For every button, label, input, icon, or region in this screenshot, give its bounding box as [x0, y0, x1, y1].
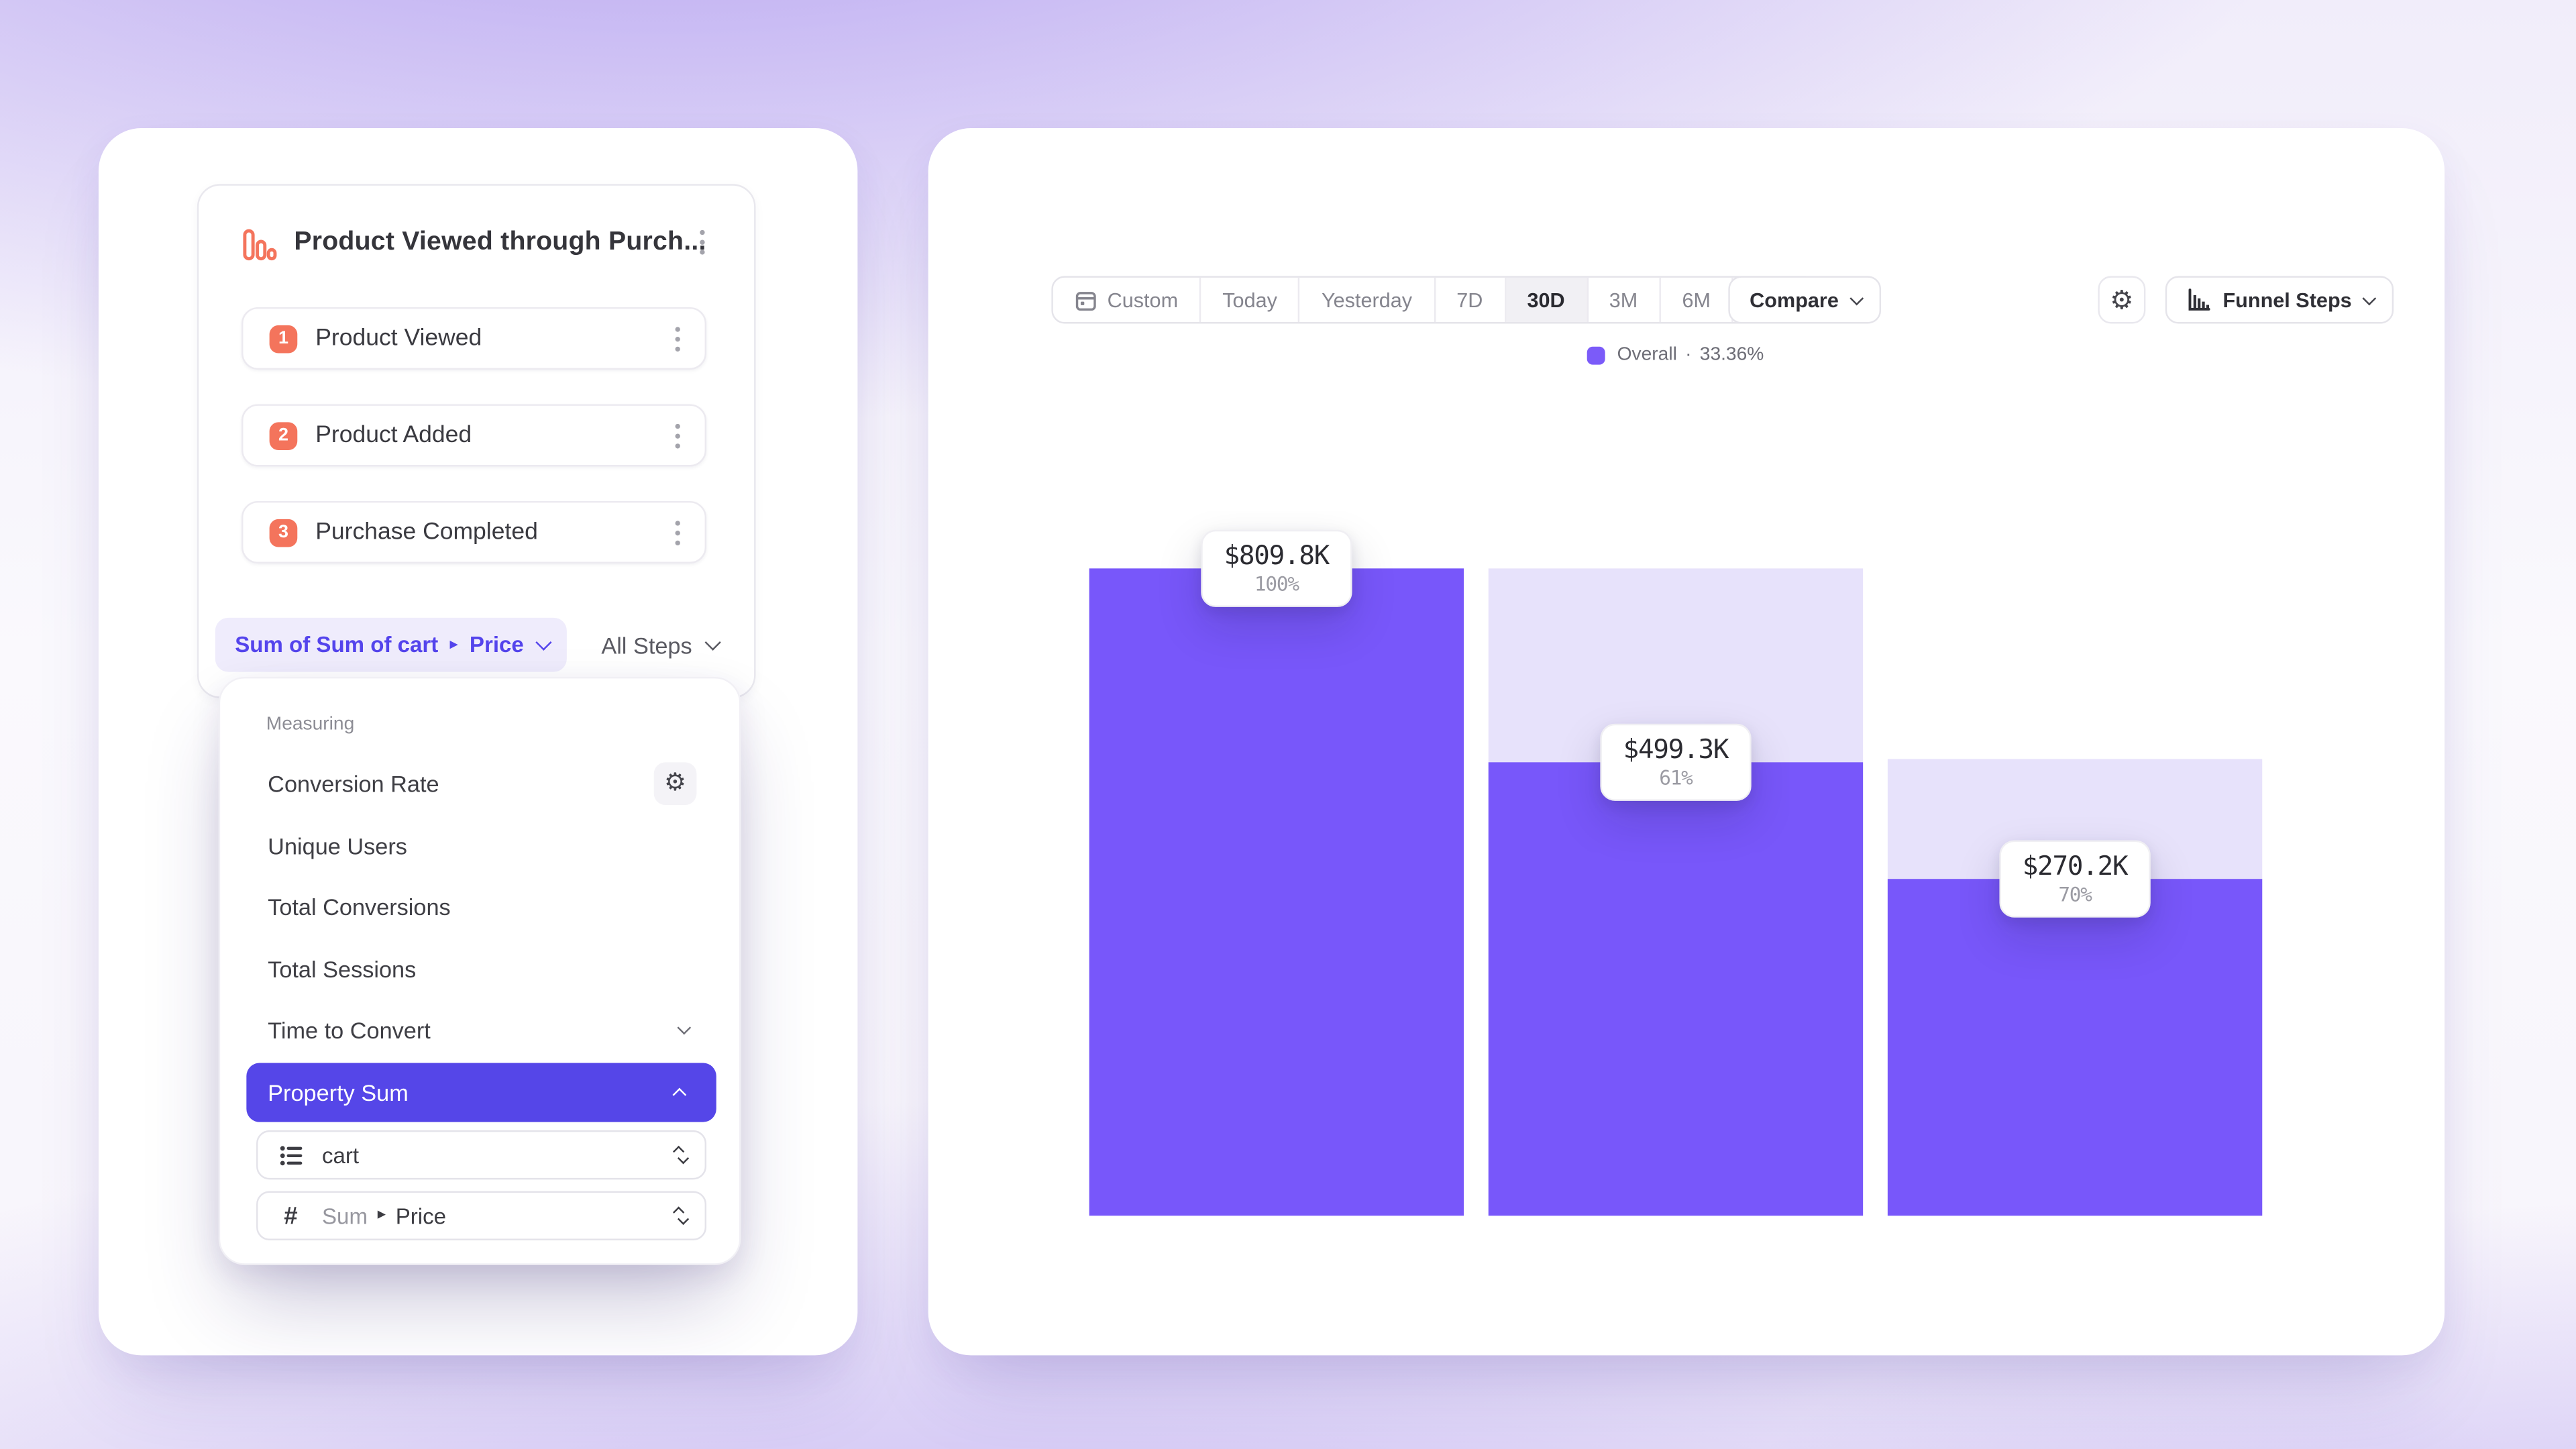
step-number-badge: 3 — [269, 518, 298, 547]
menu-item-time-to-convert[interactable]: Time to Convert — [246, 999, 716, 1060]
date-range-option-custom[interactable]: Custom — [1053, 277, 1201, 322]
legend-value: 33.36% — [1699, 345, 1764, 365]
measurement-property: Price — [469, 632, 524, 657]
funnel-bar[interactable] — [1488, 762, 1864, 1216]
measuring-dropdown: Measuring Conversion Rate ⚙ Unique Users… — [218, 676, 741, 1265]
measurement-row: Sum of Sum of cart ▸ Price All Steps — [199, 617, 754, 672]
bar-tooltip: $499.3K 61% — [1600, 723, 1752, 801]
menu-item-unique-users[interactable]: Unique Users — [268, 832, 407, 859]
aggregation-muted: Sum — [322, 1203, 368, 1228]
menu-item-total-sessions[interactable]: Total Sessions — [268, 955, 417, 982]
menu-item-total-conversions[interactable]: Total Conversions — [268, 893, 451, 920]
conversion-rate-settings-button[interactable]: ⚙ — [653, 761, 697, 804]
date-range-option-3m[interactable]: 3M — [1588, 277, 1661, 322]
step-label: Product Viewed — [315, 325, 482, 352]
funnel-bar[interactable] — [1089, 568, 1464, 1216]
step-number-badge: 2 — [269, 421, 298, 449]
chevron-down-icon — [677, 1020, 692, 1034]
step-menu-button[interactable] — [675, 327, 680, 352]
gear-icon: ⚙ — [2110, 283, 2134, 315]
measurement-prefix: Sum of Sum of cart — [235, 632, 439, 657]
query-card-header: Product Viewed through Purch... — [199, 186, 754, 291]
legend-swatch — [1587, 345, 1606, 364]
tooltip-percent: 70% — [2058, 883, 2092, 906]
tooltip-value: $809.8K — [1224, 539, 1330, 572]
funnel-report-icon — [241, 227, 278, 263]
breadcrumb-arrow-icon: ▸ — [377, 1205, 386, 1224]
date-range-option-7d[interactable]: 7D — [1435, 277, 1506, 322]
steps-scope-selector[interactable]: All Steps — [601, 618, 722, 672]
number-property-icon: # — [284, 1201, 298, 1230]
funnel-step-product-added[interactable]: 2 Product Added — [241, 404, 707, 467]
funnel-step-purchase-completed[interactable]: 3 Purchase Completed — [241, 500, 707, 564]
gear-icon: ⚙ — [664, 767, 686, 797]
date-range-control: Custom Today Yesterday 7D 30D 3M 6M 12M — [1051, 276, 1818, 324]
tooltip-value: $270.2K — [2022, 850, 2129, 881]
step-menu-button[interactable] — [675, 521, 680, 546]
date-range-option-6m[interactable]: 6M — [1661, 277, 1734, 322]
chevron-down-icon — [535, 634, 552, 651]
aggregation-value: Price — [395, 1203, 447, 1228]
funnel-step-product-viewed[interactable]: 1 Product Viewed — [241, 307, 707, 370]
select-updown-icon — [672, 1206, 690, 1226]
bar-tooltip: $809.8K 100% — [1201, 529, 1352, 607]
breadcrumb-arrow-icon: ▸ — [449, 635, 458, 653]
report-title: Product Viewed through Purch... — [294, 228, 706, 257]
compare-button[interactable]: Compare — [1728, 276, 1881, 324]
funnel-query-card: Product Viewed through Purch... 1 Produc… — [197, 184, 756, 698]
select-updown-icon — [672, 1145, 690, 1165]
step-label: Purchase Completed — [315, 519, 538, 546]
date-range-option-today[interactable]: Today — [1201, 277, 1301, 322]
legend-item-overall[interactable]: Overall · 33.36% — [1089, 341, 2263, 368]
funnel-bar[interactable] — [1887, 879, 2263, 1216]
report-menu-button[interactable] — [700, 229, 705, 255]
tooltip-value: $499.3K — [1623, 733, 1729, 765]
menu-item-property-sum[interactable]: Property Sum — [246, 1063, 716, 1122]
date-range-option-yesterday[interactable]: Yesterday — [1300, 277, 1436, 322]
step-label: Product Added — [315, 422, 472, 449]
property-select[interactable]: cart — [256, 1130, 707, 1180]
chevron-down-icon — [705, 634, 722, 651]
chart-panel: Custom Today Yesterday 7D 30D 3M 6M 12M … — [928, 128, 2445, 1356]
measuring-section-label: Measuring — [266, 714, 355, 735]
step-number-badge: 1 — [269, 324, 298, 353]
funnel-steps-icon — [2188, 288, 2210, 311]
property-value: cart — [322, 1142, 360, 1167]
funnel-plot: $809.8K 100% $499.3K 61% $270.2K 70% — [1089, 529, 2263, 1216]
legend-separator: · — [1685, 345, 1692, 365]
bar-tooltip: $270.2K 70% — [1999, 840, 2151, 918]
legend-series: Overall — [1617, 345, 1677, 365]
chevron-down-icon — [2363, 290, 2377, 304]
steps-scope-label: All Steps — [601, 631, 692, 658]
step-menu-button[interactable] — [675, 423, 680, 449]
report-builder-panel: Product Viewed through Purch... 1 Produc… — [98, 128, 858, 1356]
menu-item-conversion-rate[interactable]: Conversion Rate ⚙ — [246, 753, 716, 814]
tooltip-percent: 100% — [1254, 572, 1299, 596]
aggregation-select[interactable]: # Sum ▸ Price — [256, 1191, 707, 1240]
tooltip-percent: 61% — [1659, 766, 1693, 790]
chart-controls: Custom Today Yesterday 7D 30D 3M 6M 12M … — [928, 276, 2445, 324]
measurement-selector[interactable]: Sum of Sum of cart ▸ Price — [215, 617, 567, 672]
list-property-icon — [278, 1142, 304, 1168]
chart-settings-button[interactable]: ⚙ — [2098, 276, 2146, 324]
date-range-option-30d[interactable]: 30D — [1505, 277, 1588, 322]
chevron-down-icon — [1850, 290, 1864, 304]
calendar-icon — [1075, 290, 1096, 310]
view-selector-button[interactable]: Funnel Steps — [2165, 276, 2394, 324]
chevron-up-icon — [672, 1087, 687, 1102]
